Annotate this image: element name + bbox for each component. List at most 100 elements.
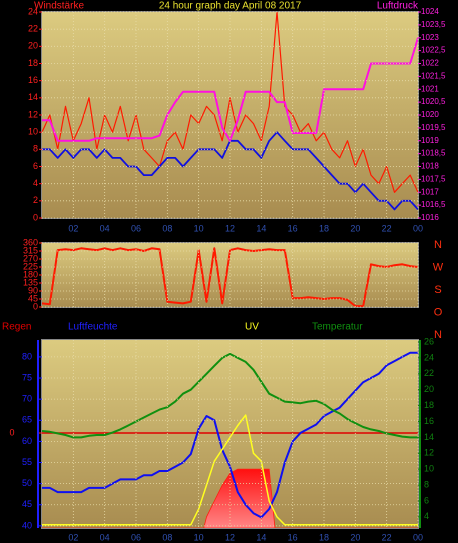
x-tick-label: 00: [413, 223, 423, 233]
y2-tick-label: W: [433, 261, 444, 273]
y-tick-label: 16: [28, 75, 38, 85]
x-tick-label: 06: [131, 532, 141, 542]
legend-label: Luftfeuchte: [68, 322, 118, 333]
x-tick-label: 14: [256, 223, 266, 233]
y-tick-label: 40: [22, 520, 32, 530]
y2-tick-label: 6: [424, 495, 429, 505]
y-tick-label: 6: [33, 161, 38, 171]
y2-tick-label: 1021: [421, 84, 439, 93]
y2-tick-label: 1024: [421, 7, 439, 16]
y-tick-label: 180: [23, 269, 38, 279]
y-tick-label: 45: [28, 293, 38, 303]
y2-axis-title: Luftdruck: [377, 1, 419, 12]
y-tick-label: 4: [33, 178, 38, 188]
y-tick-label: 70: [22, 394, 32, 404]
x-tick-label: 22: [382, 223, 392, 233]
x-tick-label: 04: [100, 532, 110, 542]
area: [42, 468, 418, 528]
y2-tick-label: 1019: [421, 136, 439, 145]
y2-tick-label: 1020: [421, 110, 439, 119]
y2-tick-label: 1023,5: [421, 20, 446, 29]
y-tick-label: 24: [28, 6, 38, 16]
x-tick-label: 06: [131, 223, 141, 233]
y-tick-label: 360: [23, 237, 38, 247]
y2-tick-label: N: [434, 329, 442, 341]
x-tick-label: 10: [194, 532, 204, 542]
y-tick-label: 20: [28, 41, 38, 51]
y2-tick-label: 1017,5: [421, 174, 446, 183]
chart-title: 24 hour graph day April 08 2017: [159, 1, 302, 12]
x-tick-label: 16: [288, 223, 298, 233]
y2-tick-label: 1018: [421, 162, 439, 171]
line: [42, 414, 418, 526]
y-tick-label: 75: [22, 372, 32, 382]
x-tick-label: 10: [194, 223, 204, 233]
y-tick-label: 12: [28, 109, 38, 119]
x-tick-label: 02: [68, 223, 78, 233]
y2-tick-label: 24: [424, 352, 434, 362]
y2-tick-label: 1020,5: [421, 97, 446, 106]
x-tick-label: 04: [100, 223, 110, 233]
legend-label: Temperatur: [312, 322, 363, 333]
x-tick-label: 20: [350, 532, 360, 542]
y2-tick-label: 1022: [421, 59, 439, 68]
y3-tick-label: 0: [9, 427, 14, 437]
x-tick-label: 22: [382, 532, 392, 542]
legend-label: UV: [245, 322, 259, 333]
y-tick-label: 10: [28, 127, 38, 137]
y2-tick-label: 18: [424, 400, 434, 410]
y-tick-label: 8: [33, 144, 38, 154]
y2-tick-label: 16: [424, 416, 434, 426]
legend-label: Regen: [2, 322, 31, 333]
y2-tick-label: 1017: [421, 187, 439, 196]
y2-tick-label: O: [434, 306, 443, 318]
x-tick-label: 18: [319, 532, 329, 542]
y-tick-label: 65: [22, 415, 32, 425]
y-tick-label: 14: [28, 92, 38, 102]
y-tick-label: 135: [23, 277, 38, 287]
y2-tick-label: 10: [424, 464, 434, 474]
x-tick-label: 14: [256, 532, 266, 542]
y-tick-label: 0: [33, 212, 38, 222]
y-tick-label: 225: [23, 261, 38, 271]
y-tick-label: 2: [33, 195, 38, 205]
x-tick-label: 12: [225, 532, 235, 542]
x-tick-label: 02: [68, 532, 78, 542]
y2-tick-label: 22: [424, 368, 434, 378]
x-tick-label: 16: [288, 532, 298, 542]
y2-tick-label: 1016,5: [421, 200, 446, 209]
x-tick-label: 08: [162, 223, 172, 233]
y-axis-title: Windstärke: [34, 1, 84, 12]
y-tick-label: 60: [22, 436, 32, 446]
y2-tick-label: 12: [424, 448, 434, 458]
y2-tick-label: 14: [424, 432, 434, 442]
y2-tick-label: 20: [424, 384, 434, 394]
y2-tick-label: 1019,5: [421, 123, 446, 132]
y-tick-label: 45: [22, 499, 32, 509]
y2-tick-label: 1021,5: [421, 71, 446, 80]
y-tick-label: 315: [23, 245, 38, 255]
y2-tick-label: 1016: [421, 213, 439, 222]
y2-tick-label: N: [434, 239, 442, 251]
x-tick-label: 12: [225, 223, 235, 233]
x-tick-label: 18: [319, 223, 329, 233]
y-tick-label: 270: [23, 253, 38, 263]
x-tick-label: 00: [413, 532, 423, 542]
y2-tick-label: 4: [424, 511, 429, 521]
y2-tick-label: 26: [424, 336, 434, 346]
y2-tick-label: 1018,5: [421, 149, 446, 158]
y-tick-label: 50: [22, 478, 32, 488]
y-tick-label: 18: [28, 58, 38, 68]
x-tick-label: 08: [162, 532, 172, 542]
x-tick-label: 20: [350, 223, 360, 233]
y-tick-label: 0: [33, 301, 38, 311]
line: [42, 352, 418, 439]
y-tick-label: 55: [22, 457, 32, 467]
y2-tick-label: S: [434, 284, 441, 296]
y2-tick-label: 1022,5: [421, 46, 446, 55]
y-tick-label: 22: [28, 24, 38, 34]
y-tick-label: 90: [28, 285, 38, 295]
y-tick-label: 80: [22, 351, 32, 361]
y2-tick-label: 8: [424, 479, 429, 489]
